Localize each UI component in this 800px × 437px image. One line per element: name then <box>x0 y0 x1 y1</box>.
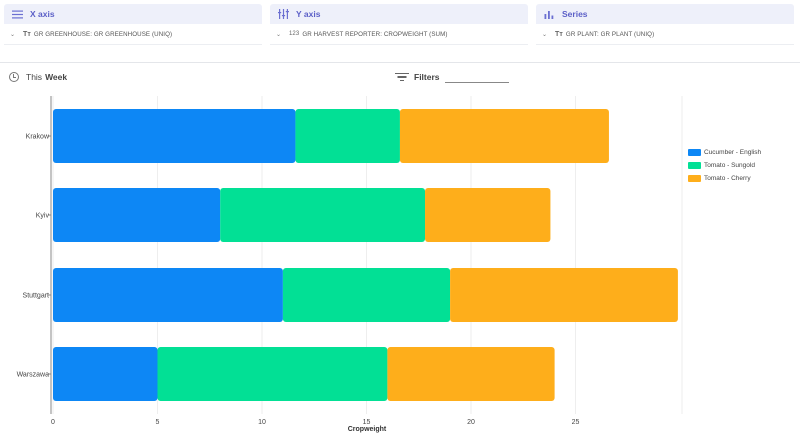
bar-segment[interactable] <box>450 268 678 322</box>
series-field[interactable]: ⌄ Tт GR PLANT: GR PLANT (UNIQ) <box>536 24 794 44</box>
legend-item[interactable]: Tomato - Cherry <box>688 172 761 185</box>
legend-swatch <box>688 175 701 182</box>
series-title: Series <box>562 9 588 19</box>
list-icon <box>10 7 24 21</box>
x-axis-panel[interactable]: X axis ⌄ Tт GR GREENHOUSE: GR GREENHOUSE… <box>4 4 262 56</box>
y-axis-panel[interactable]: Y axis ⌄ 123 GR HARVEST REPORTER: CROPWE… <box>270 4 528 56</box>
columns-icon <box>276 7 290 21</box>
bar-segment[interactable] <box>157 347 388 401</box>
x-tick-label: 20 <box>467 419 475 426</box>
filter-icon <box>394 72 409 83</box>
y-axis-panel-header: Y axis <box>270 4 528 24</box>
y-axis-panel-divider <box>270 44 528 45</box>
series-panel-header: Series <box>536 4 794 24</box>
legend-label: Tomato - Sungold <box>704 162 755 169</box>
x-axis-field[interactable]: ⌄ Tт GR GREENHOUSE: GR GREENHOUSE (UNIQ) <box>4 24 262 44</box>
y-axis-field-label: GR HARVEST REPORTER: CROPWEIGHT (SUM) <box>302 30 448 38</box>
legend-swatch <box>688 162 701 169</box>
y-axis-title: Y axis <box>296 9 321 19</box>
x-tick-label: 15 <box>363 419 371 426</box>
bar-segment[interactable] <box>53 268 283 322</box>
x-axis-title: X axis <box>30 9 55 19</box>
bar-segment[interactable] <box>399 109 609 163</box>
bar-segment[interactable] <box>295 109 400 163</box>
y-tick-label: Krakow <box>26 134 50 141</box>
y-tick-label: Kyiv <box>36 213 50 220</box>
legend-label: Tomato - Cherry <box>704 175 751 182</box>
header-divider <box>0 62 800 63</box>
clock-icon <box>9 72 19 82</box>
bar-segment[interactable] <box>220 188 426 242</box>
text-type-icon: Tт <box>23 30 31 38</box>
chart-config-row: X axis ⌄ Tт GR GREENHOUSE: GR GREENHOUSE… <box>0 0 800 62</box>
x-axis-label: Cropweight <box>348 426 387 433</box>
period-selector[interactable]: This Week <box>9 72 67 82</box>
chart-toolbar: This Week Filters <box>0 68 800 90</box>
legend-swatch <box>688 149 701 156</box>
legend-item[interactable]: Tomato - Sungold <box>688 159 761 172</box>
bar-segment[interactable] <box>53 347 158 401</box>
x-tick-label: 10 <box>258 419 266 426</box>
filters-label: Filters <box>414 72 440 82</box>
bar-segment[interactable] <box>53 109 296 163</box>
filters-input[interactable] <box>444 71 509 83</box>
x-axis-field-label: GR GREENHOUSE: GR GREENHOUSE (UNIQ) <box>33 30 173 38</box>
legend-item[interactable]: Cucumber - English <box>688 146 761 159</box>
x-axis-panel-header: X axis <box>4 4 262 24</box>
x-tick-label: 0 <box>51 419 55 426</box>
chevron-down-icon[interactable]: ⌄ <box>542 31 548 38</box>
chevron-down-icon[interactable]: ⌄ <box>276 31 282 38</box>
y-tick-label: Warszawa <box>17 372 50 379</box>
bar-segment[interactable] <box>282 268 451 322</box>
y-tick-label: Stuttgart <box>23 293 50 300</box>
period-value: Week <box>45 72 68 82</box>
bar-segment[interactable] <box>53 188 221 242</box>
y-axis-field[interactable]: ⌄ 123 GR HARVEST REPORTER: CROPWEIGHT (S… <box>270 24 528 44</box>
text-type-icon: Tт <box>555 30 563 38</box>
filters-control[interactable]: Filters <box>394 71 509 83</box>
bar-segment[interactable] <box>387 347 555 401</box>
number-type-icon: 123 <box>289 31 300 37</box>
series-field-label: GR PLANT: GR PLANT (UNIQ) <box>565 30 655 38</box>
x-axis-panel-divider <box>4 44 262 45</box>
series-panel-divider <box>536 44 794 45</box>
chart-legend: Cucumber - English Tomato - Sungold Tomato… <box>688 146 761 185</box>
series-panel[interactable]: Series ⌄ Tт GR PLANT: GR PLANT (UNIQ) <box>536 4 794 56</box>
x-tick-label: 25 <box>572 419 580 426</box>
bar-chart-icon <box>542 7 556 21</box>
chevron-down-icon[interactable]: ⌄ <box>10 31 16 38</box>
x-tick-label: 5 <box>156 419 160 426</box>
period-prefix: This <box>26 72 43 82</box>
legend-label: Cucumber - English <box>704 149 762 156</box>
bar-segment[interactable] <box>425 188 551 242</box>
